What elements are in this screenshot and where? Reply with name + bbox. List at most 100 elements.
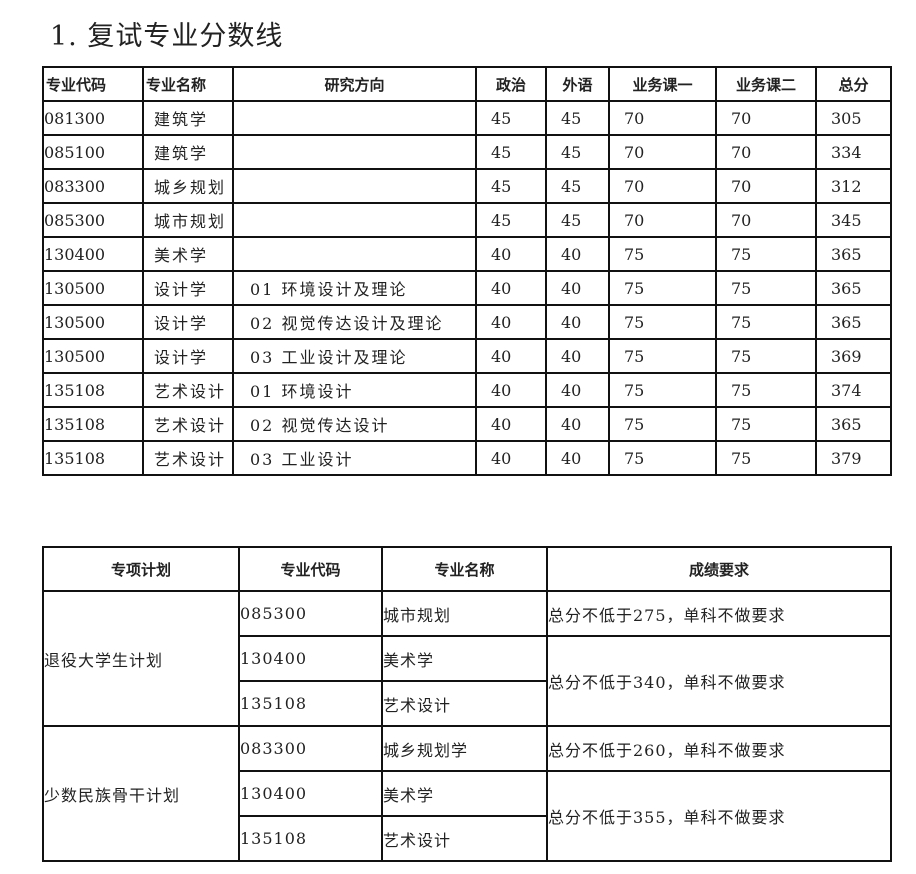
- header-code: 专业代码: [42, 66, 144, 102]
- cell-total: 345: [815, 202, 892, 238]
- cell-politics: 40: [475, 270, 547, 306]
- cell-foreign-language: 45: [545, 100, 610, 136]
- table-row: 130400 美术学 总分不低于355，单科不做要求: [43, 770, 892, 862]
- cell-course-2: 70: [715, 134, 817, 170]
- cell-course-2: 70: [715, 202, 817, 238]
- cell-foreign-language: 40: [545, 440, 610, 476]
- cell-course-2: 70: [715, 168, 817, 204]
- header-code: 专业代码: [238, 546, 383, 592]
- cell-politics: 40: [475, 372, 547, 408]
- cell-direction: 03 工业设计: [232, 440, 477, 476]
- cell-course-1: 75: [608, 372, 717, 408]
- cell-foreign-language: 40: [545, 270, 610, 306]
- cell-code: 083300: [42, 168, 144, 204]
- cell-course-1: 70: [608, 100, 717, 136]
- cell-requirement: 总分不低于275，单科不做要求: [546, 590, 892, 637]
- cell-course-1: 75: [608, 236, 717, 272]
- cell-politics: 45: [475, 202, 547, 238]
- cell-course-2: 75: [715, 440, 817, 476]
- cell-code: 135108: [42, 406, 144, 442]
- table-row: 退役大学生计划 085300 城市规划 总分不低于275，单科不做要求: [42, 590, 892, 727]
- cell-code: 085300: [238, 590, 383, 637]
- table-row: 135108 艺术设计: [43, 680, 891, 727]
- cell-foreign-language: 40: [545, 372, 610, 408]
- table-header-row: 专项计划 专业代码 专业名称 成绩要求: [42, 546, 892, 592]
- cell-direction: 01 环境设计及理论: [232, 270, 477, 306]
- cell-foreign-language: 45: [545, 168, 610, 204]
- cell-foreign-language: 40: [545, 338, 610, 374]
- cell-major: 艺术设计: [142, 372, 234, 408]
- header-politics: 政治: [475, 66, 547, 102]
- cell-major: 设计学: [142, 304, 234, 340]
- header-major: 专业名称: [381, 546, 548, 592]
- section-title: 1. 复试专业分数线: [50, 21, 284, 52]
- cell-course-2: 75: [715, 406, 817, 442]
- cell-code: 135108: [238, 815, 383, 862]
- header-total: 总分: [815, 66, 892, 102]
- cell-direction: 02 视觉传达设计及理论: [232, 304, 477, 340]
- cell-major: 美术学: [381, 635, 548, 682]
- cell-direction: 03 工业设计及理论: [232, 338, 477, 374]
- cell-code: 130500: [42, 270, 144, 306]
- table-row: 081300 建筑学 45 45 70 70 305: [42, 100, 892, 136]
- cell-politics: 45: [475, 168, 547, 204]
- cell-code: 085100: [42, 134, 144, 170]
- header-major: 专业名称: [142, 66, 234, 102]
- cell-code: 130400: [238, 635, 383, 682]
- cell-major: 艺术设计: [142, 440, 234, 476]
- cell-major: 艺术设计: [142, 406, 234, 442]
- cell-foreign-language: 40: [545, 236, 610, 272]
- cell-total: 312: [815, 168, 892, 204]
- cell-course-1: 75: [608, 440, 717, 476]
- cell-major: 城市规划: [381, 590, 548, 637]
- cell-code: 135108: [238, 680, 383, 727]
- table-row: 130500 设计学 02 视觉传达设计及理论 40 40 75 75 365: [42, 304, 892, 340]
- cell-direction: [232, 134, 477, 170]
- cell-major: 设计学: [142, 270, 234, 306]
- cell-direction: [232, 202, 477, 238]
- cell-politics: 40: [475, 440, 547, 476]
- cell-code: 130500: [42, 338, 144, 374]
- cell-course-1: 70: [608, 168, 717, 204]
- header-requirement: 成绩要求: [546, 546, 892, 592]
- cell-major: 美术学: [142, 236, 234, 272]
- table-row: 083300 城乡规划 45 45 70 70 312: [42, 168, 892, 204]
- cell-course-1: 70: [608, 134, 717, 170]
- cell-total: 365: [815, 236, 892, 272]
- cell-major: 建筑学: [142, 100, 234, 136]
- cell-course-2: 75: [715, 236, 817, 272]
- cell-major: 城乡规划学: [381, 725, 548, 772]
- cell-total: 379: [815, 440, 892, 476]
- header-foreign-language: 外语: [545, 66, 610, 102]
- cell-politics: 40: [475, 304, 547, 340]
- cell-total: 369: [815, 338, 892, 374]
- table-row: 135108 艺术设计 03 工业设计 40 40 75 75 379: [42, 440, 892, 476]
- cell-total: 365: [815, 270, 892, 306]
- cell-course-2: 70: [715, 100, 817, 136]
- cell-direction: 01 环境设计: [232, 372, 477, 408]
- cell-course-2: 75: [715, 372, 817, 408]
- cutoff-scores-table: 专业代码 专业名称 研究方向 政治 外语 业务课一 业务课二 总分 081300 建筑学 45 45…: [42, 66, 892, 476]
- cell-course-1: 70: [608, 202, 717, 238]
- cell-foreign-language: 45: [545, 134, 610, 170]
- cell-direction: [232, 236, 477, 272]
- table-header-row: 专业代码 专业名称 研究方向 政治 外语 业务课一 业务课二 总分: [42, 66, 892, 102]
- cell-total: 374: [815, 372, 892, 408]
- cell-major: 艺术设计: [381, 815, 548, 862]
- cell-requirement: 总分不低于355，单科不做要求: [546, 770, 892, 862]
- cell-direction: [232, 168, 477, 204]
- cell-course-1: 75: [608, 338, 717, 374]
- cell-major: 城市规划: [142, 202, 234, 238]
- cell-politics: 45: [475, 134, 547, 170]
- special-plan-table: 专项计划 专业代码 专业名称 成绩要求 退役大学生计划 085300 城市规划 总分不低于2…: [42, 546, 892, 862]
- cell-major: 艺术设计: [381, 680, 548, 727]
- cell-requirement: 总分不低于340，单科不做要求: [546, 635, 892, 727]
- table-row: 130400 美术学 总分不低于340，单科不做要求: [43, 635, 892, 727]
- table-row: 130500 设计学 03 工业设计及理论 40 40 75 75 369: [42, 338, 892, 374]
- cell-plan: 退役大学生计划: [42, 590, 240, 727]
- cell-course-2: 75: [715, 304, 817, 340]
- cell-code: 130400: [238, 770, 383, 817]
- cell-code: 081300: [42, 100, 144, 136]
- cell-major: 设计学: [142, 338, 234, 374]
- cell-major: 城乡规划: [142, 168, 234, 204]
